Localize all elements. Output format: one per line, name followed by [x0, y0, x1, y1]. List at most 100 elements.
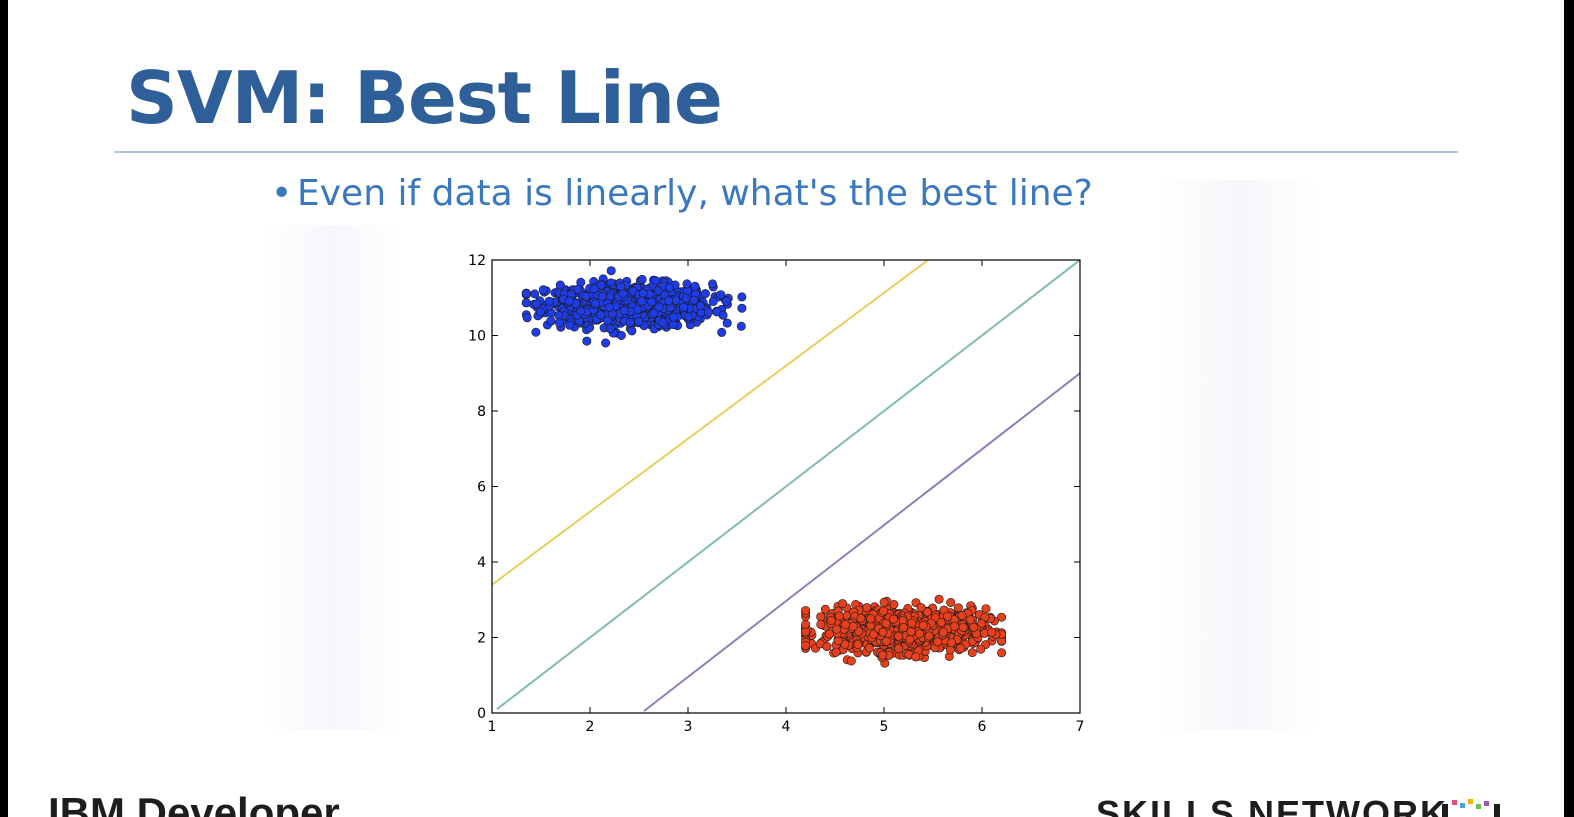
blue-cluster-point: [573, 284, 583, 294]
red-cluster-point: [950, 621, 960, 631]
bullet-text: Even if data is linearly, what's the bes…: [297, 173, 1093, 214]
slide-title: SVM: Best Line: [126, 56, 723, 140]
blue-cluster-point: [582, 336, 592, 346]
red-cluster-point: [958, 622, 968, 632]
blue-cluster-point: [538, 285, 548, 295]
red-cluster-point: [906, 627, 916, 637]
red-cluster-point: [837, 599, 847, 609]
red-cluster-point: [881, 618, 891, 628]
footer-network-label: SKILLS NETWORK: [1096, 793, 1448, 817]
blue-cluster-point: [707, 279, 717, 289]
blue-cluster-point: [618, 289, 628, 299]
red-cluster-point: [833, 636, 843, 646]
red-cluster-point: [824, 629, 834, 639]
red-cluster-point: [981, 604, 991, 614]
blue-cluster-point: [681, 293, 691, 303]
background-watermark-left: [263, 225, 403, 730]
red-cluster-point: [834, 611, 844, 621]
y-tick-label: 0: [477, 706, 486, 722]
blue-cluster-point: [521, 298, 531, 308]
red-cluster-point: [853, 639, 863, 649]
blue-cluster-point: [546, 316, 556, 326]
blue-cluster-point: [606, 266, 616, 276]
blue-cluster-point: [708, 296, 718, 306]
red-cluster-point: [936, 617, 946, 627]
red-cluster-point: [801, 619, 811, 629]
blue-cluster-point: [638, 288, 648, 298]
red-cluster-point: [934, 594, 944, 604]
red-cluster-point: [916, 603, 926, 613]
red-cluster-point: [864, 643, 874, 653]
blue-cluster-point: [603, 315, 613, 325]
y-tick-label: 8: [477, 404, 486, 420]
red-cluster-point: [976, 644, 986, 654]
blue-cluster-point: [597, 292, 607, 302]
red-cluster-point: [898, 623, 908, 633]
red-cluster-point: [933, 637, 943, 647]
blue-cluster-point: [658, 317, 668, 327]
title-divider: [114, 151, 1458, 153]
red-cluster-point: [888, 614, 898, 624]
blue-cluster-point: [616, 330, 626, 340]
y-tick-label: 4: [477, 555, 486, 571]
red-cluster-point: [905, 635, 915, 645]
red-cluster-point: [924, 631, 934, 641]
x-tick-label: 2: [586, 719, 595, 735]
blue-cluster-point: [531, 327, 541, 337]
red-cluster-point: [801, 641, 811, 651]
blue-cluster-point: [700, 289, 710, 299]
x-tick-label: 1: [488, 719, 497, 735]
red-cluster-point: [997, 648, 1007, 658]
blue-cluster-point: [669, 312, 679, 322]
red-cluster-point: [918, 620, 928, 630]
purple-separator-line: [643, 372, 1080, 712]
red-cluster-point: [907, 618, 917, 628]
red-cluster-point: [894, 631, 904, 641]
y-tick-label: 12: [468, 253, 486, 269]
red-cluster-point: [878, 627, 888, 637]
blue-cluster-point: [535, 307, 545, 317]
red-cluster-point: [801, 606, 811, 616]
blue-cluster-point: [589, 284, 599, 294]
blue-cluster-point: [637, 296, 647, 306]
red-cluster-point: [969, 622, 979, 632]
blue-cluster-point: [554, 310, 564, 320]
red-cluster-point: [822, 642, 832, 652]
blue-cluster-point: [522, 313, 532, 323]
blue-cluster-point: [634, 317, 644, 327]
blue-cluster-point: [647, 297, 657, 307]
red-cluster-point: [820, 604, 830, 614]
blue-cluster-point: [555, 280, 565, 290]
red-cluster-point: [881, 636, 891, 646]
yellow-separator-line: [492, 260, 929, 586]
blue-cluster-point: [627, 326, 637, 336]
red-cluster-point: [922, 607, 932, 617]
blue-cluster-point: [625, 317, 635, 327]
red-cluster-point: [946, 597, 956, 607]
red-cluster-point: [957, 610, 967, 620]
red-cluster-point: [965, 615, 975, 625]
blue-cluster-point: [544, 296, 554, 306]
bullet-icon: •: [271, 173, 293, 214]
red-cluster-point: [869, 629, 879, 639]
red-cluster-point: [879, 597, 889, 607]
red-cluster-point: [938, 627, 948, 637]
red-cluster-point: [967, 648, 977, 658]
blue-cluster-point: [596, 280, 606, 290]
red-cluster-point: [877, 650, 887, 660]
footer-brand: IBM Developer: [48, 789, 340, 817]
blue-cluster-point: [590, 299, 600, 309]
blue-cluster-point: [664, 283, 674, 293]
blue-cluster-point: [664, 296, 674, 306]
blue-cluster-point: [554, 318, 564, 328]
blue-cluster-point: [722, 318, 732, 328]
blue-cluster-point: [605, 324, 615, 334]
red-cluster-point: [942, 611, 952, 621]
chart-points-group: [521, 266, 1007, 668]
blue-cluster-point: [651, 276, 661, 286]
blue-cluster-point: [683, 312, 693, 322]
blue-cluster-point: [604, 302, 614, 312]
red-cluster-point: [848, 621, 858, 631]
